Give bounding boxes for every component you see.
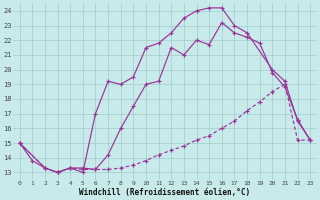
X-axis label: Windchill (Refroidissement éolien,°C): Windchill (Refroidissement éolien,°C) bbox=[79, 188, 251, 197]
